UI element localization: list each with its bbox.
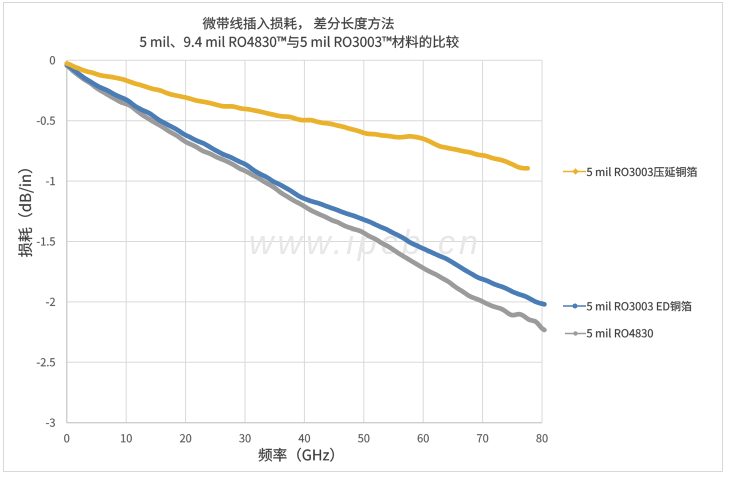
svg-text:www.ipcb.cn: www.ipcb.cn — [249, 224, 482, 262]
